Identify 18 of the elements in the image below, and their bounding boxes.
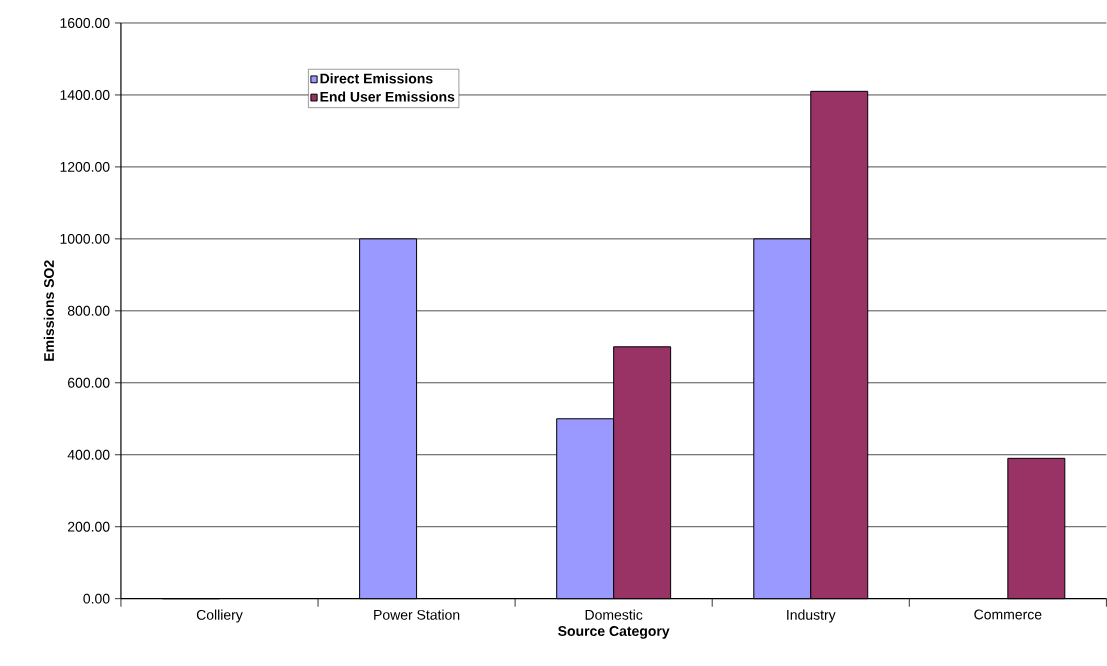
x-tick-label: Industry <box>787 609 836 623</box>
y-tick-label: 1000.00 <box>60 234 110 245</box>
x-tick-label: Power Station <box>374 609 460 620</box>
legend-label: Direct Emissions <box>320 73 433 84</box>
y-tick-label: 600.00 <box>68 378 110 388</box>
y-axis-title: Emissions SO2 <box>43 260 54 362</box>
x-tick-label: Commerce <box>974 609 1042 620</box>
x-axis-title: Source Category <box>558 626 670 640</box>
y-tick-label: 200.00 <box>67 521 110 532</box>
y-tick-label: 1200.00 <box>60 162 110 173</box>
y-tick-label: 1400.00 <box>60 90 110 101</box>
x-tick-label: Domestic <box>585 609 643 620</box>
y-tick-label: 400.00 <box>67 449 110 460</box>
y-tick-label: 800.00 <box>67 306 110 316</box>
legend-label: End User Emissions <box>320 91 455 102</box>
x-tick-label: Colliery <box>196 609 243 623</box>
y-tick-label: 0.00 <box>83 593 110 604</box>
y-tick-label: 1600.00 <box>60 18 110 29</box>
